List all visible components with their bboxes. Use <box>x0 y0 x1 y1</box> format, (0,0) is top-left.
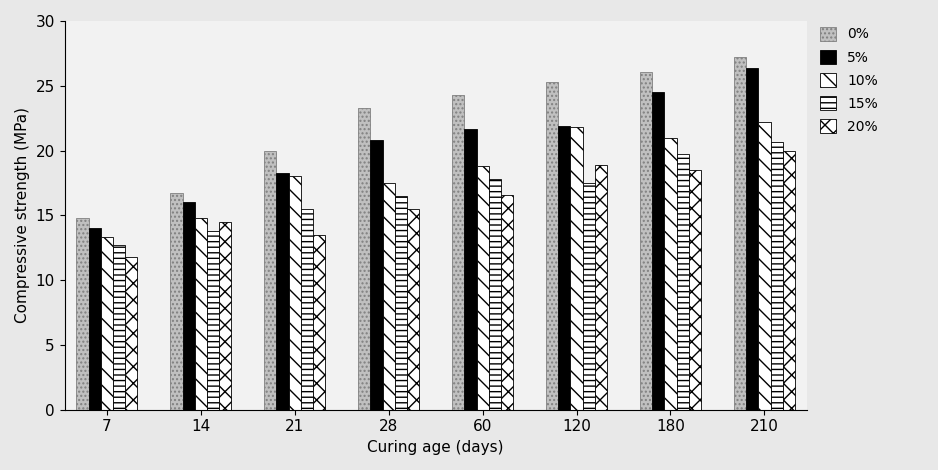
Bar <box>265 150 277 410</box>
Bar <box>113 245 126 410</box>
Bar <box>126 257 138 410</box>
Bar <box>464 129 477 410</box>
Bar <box>595 165 607 410</box>
Bar <box>313 235 325 410</box>
Bar <box>76 218 88 410</box>
Bar <box>546 82 558 410</box>
Bar <box>358 108 371 410</box>
Bar <box>664 138 676 410</box>
Bar <box>477 166 489 410</box>
Bar <box>688 170 701 410</box>
Bar <box>734 57 746 410</box>
Bar <box>207 231 219 410</box>
Bar <box>558 126 570 410</box>
Bar <box>277 172 289 410</box>
Bar <box>640 71 652 410</box>
Bar <box>100 237 113 410</box>
Bar <box>489 179 501 410</box>
Bar <box>452 95 464 410</box>
Bar <box>582 183 595 410</box>
Bar <box>289 177 301 410</box>
Bar <box>88 228 100 410</box>
Bar <box>770 141 782 410</box>
Bar <box>183 203 195 410</box>
Bar <box>195 218 207 410</box>
Bar <box>301 209 313 410</box>
Bar <box>383 183 395 410</box>
Bar <box>371 140 383 410</box>
Bar <box>652 92 664 410</box>
X-axis label: Curing age (days): Curing age (days) <box>368 440 504 455</box>
Y-axis label: Compressive strength (MPa): Compressive strength (MPa) <box>15 107 30 323</box>
Bar <box>219 222 232 410</box>
Bar <box>758 122 770 410</box>
Bar <box>570 127 582 410</box>
Bar <box>501 195 513 410</box>
Bar <box>676 155 688 410</box>
Bar <box>746 68 758 410</box>
Bar <box>395 196 407 410</box>
Bar <box>171 193 183 410</box>
Bar <box>407 209 419 410</box>
Legend: 0%, 5%, 10%, 15%, 20%: 0%, 5%, 10%, 15%, 20% <box>814 21 884 140</box>
Bar <box>782 150 794 410</box>
